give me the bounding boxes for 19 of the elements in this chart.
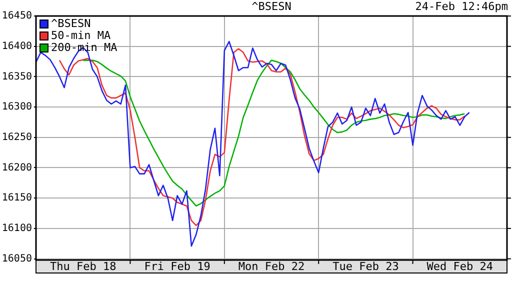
x-tick-label: Mon Feb 22 bbox=[238, 260, 305, 273]
x-tick-label: Wed Feb 24 bbox=[426, 260, 494, 273]
legend-label: ^BSESN bbox=[51, 16, 91, 30]
y-tick-label: 16250 bbox=[2, 132, 32, 143]
y-tick-label: 16400 bbox=[2, 40, 32, 52]
x-tick-label: Tue Feb 23 bbox=[332, 260, 399, 273]
y-tick-label: 16200 bbox=[2, 162, 32, 174]
legend-label: 200-min MA bbox=[51, 40, 118, 54]
chart-title: ^BSESN bbox=[252, 0, 292, 13]
y-tick-label: 16450 bbox=[2, 10, 32, 22]
text: 24-Feb 12:46pm bbox=[415, 0, 508, 13]
legend-label: 50-min MA bbox=[51, 28, 111, 42]
y-tick-label: 16050 bbox=[2, 253, 32, 264]
y-tick-label: 16300 bbox=[2, 102, 32, 113]
y-tick-label: 16150 bbox=[2, 192, 32, 204]
x-tick-label: Thu Feb 18 bbox=[50, 260, 116, 273]
x-tick-label: Fri Feb 19 bbox=[144, 260, 210, 273]
y-tick-label: 16350 bbox=[2, 71, 32, 82]
y-tick-label: 16100 bbox=[2, 223, 32, 234]
